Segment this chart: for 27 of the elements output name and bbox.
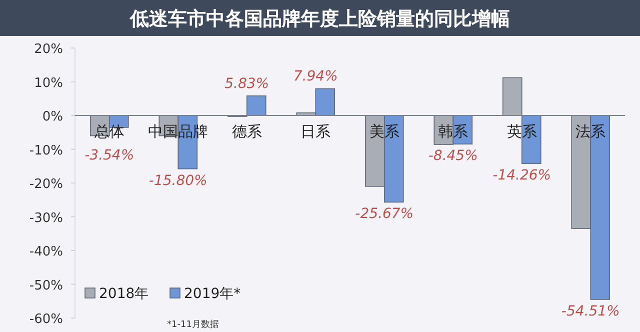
data-label: -25.67%	[355, 206, 414, 222]
data-label: -14.26%	[492, 168, 552, 184]
data-label: -54.51%	[561, 303, 620, 320]
data-label: 5.83%	[224, 76, 270, 92]
legend-label: 2019年*	[184, 286, 241, 302]
x-tick-label: 韩系	[438, 122, 468, 140]
data-label: -3.54%	[84, 148, 134, 164]
x-tick-label: 英系	[506, 122, 537, 140]
text: *1-11月数据	[167, 319, 219, 330]
data-label: -15.80%	[148, 172, 208, 189]
y-tick-label: -10%	[29, 143, 63, 158]
y-tick-label: -50%	[29, 278, 63, 294]
data-label: 7.94%	[293, 68, 338, 85]
data-label: -8.45%	[428, 148, 478, 164]
legend-label: 2018年	[99, 286, 149, 302]
y-tick-label: -30%	[29, 210, 63, 226]
x-tick-label: 法系	[576, 122, 606, 140]
y-tick-label: 10%	[34, 76, 63, 91]
y-tick-label: -20%	[29, 177, 63, 192]
y-tick-label: 20%	[34, 42, 63, 57]
x-tick-label: 美系	[369, 122, 400, 140]
x-tick-label: 日系	[300, 122, 331, 140]
y-tick-label: -40%	[29, 244, 63, 260]
y-tick-label: 0%	[42, 110, 63, 124]
x-tick-label: 德系	[232, 122, 262, 140]
chart-title: 低迷车市中各国品牌年度上险销量的同比增幅	[129, 8, 510, 30]
y-tick-label: -60%	[29, 312, 63, 327]
